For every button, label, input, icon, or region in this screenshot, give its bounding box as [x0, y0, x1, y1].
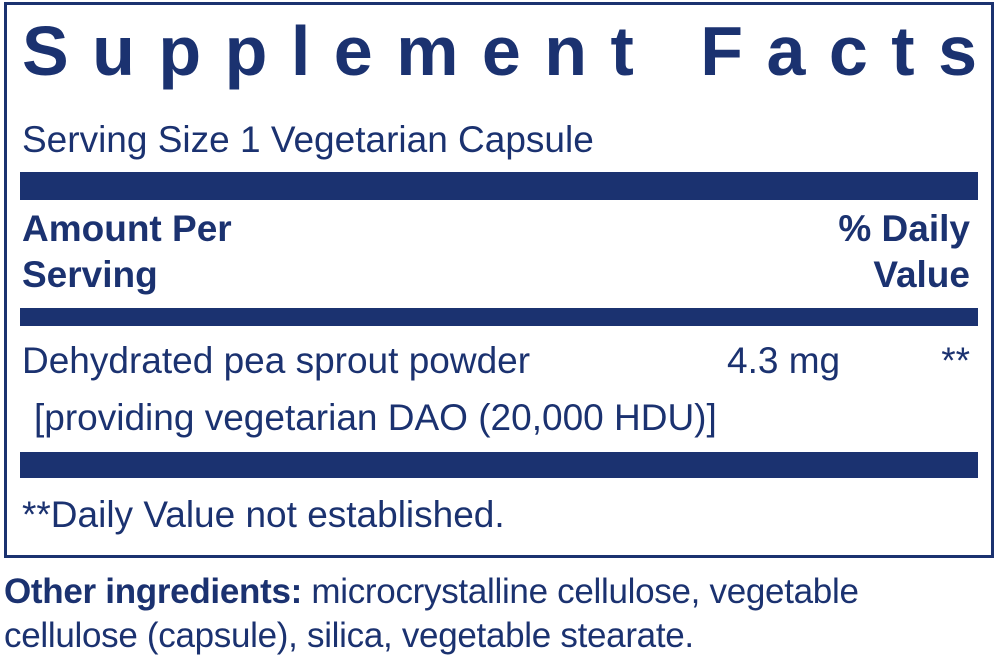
divider [20, 452, 978, 478]
facts-box [4, 2, 994, 558]
divider [20, 172, 978, 200]
serving-size: Serving Size 1 Vegetarian Capsule [22, 119, 594, 160]
ingredient-amount: 4.3 mg [727, 340, 841, 381]
amount-header: Amount Per Serving [22, 208, 232, 295]
divider [20, 308, 978, 326]
ingredient-dv: ** [941, 340, 970, 381]
title: Supplement Facts [22, 12, 977, 90]
ingredient-note: [providing vegetarian DAO (20,000 HDU)] [34, 397, 717, 438]
ingredient-name: Dehydrated pea sprout powder [22, 340, 531, 381]
footnote: **Daily Value not established. [22, 494, 505, 535]
title-svg: Supplement Facts [22, 12, 977, 90]
other-text: microcrystalline cellulose, vegetable ce… [4, 572, 859, 655]
daily-value-header: % Daily Value [838, 208, 970, 295]
other-label: Other ingredients: [4, 572, 302, 611]
other-ingredients: Other ingredients: microcrystalline cell… [4, 570, 994, 658]
